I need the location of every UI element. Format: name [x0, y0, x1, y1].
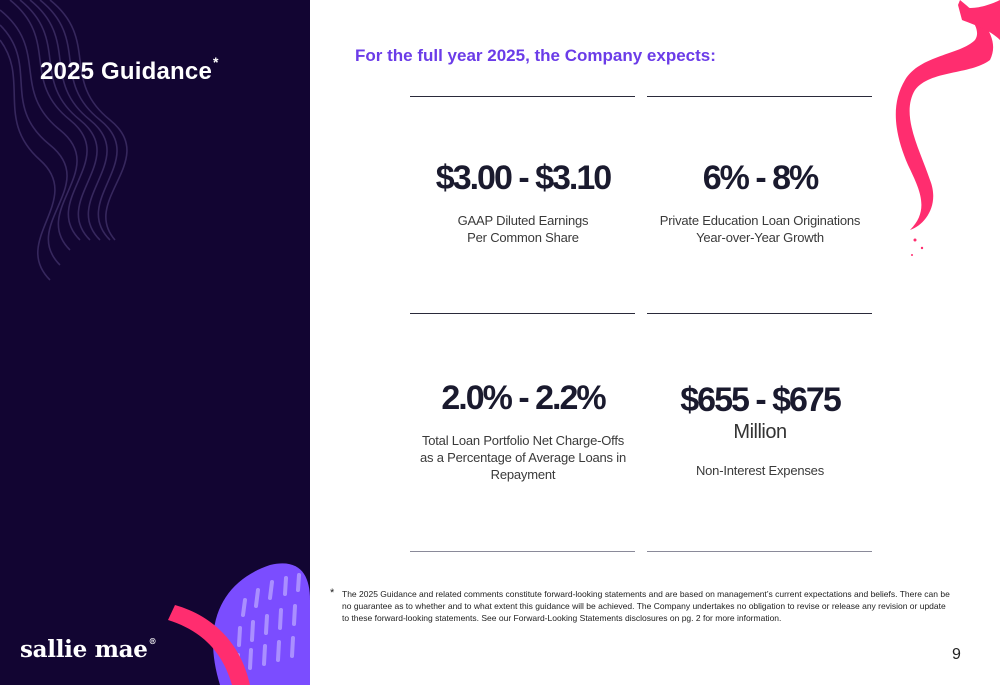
metric-label: Total Loan Portfolio Net Charge-Offs as … — [420, 433, 626, 482]
divider-rule — [647, 96, 872, 97]
footnote-text: The 2025 Guidance and related comments c… — [342, 589, 950, 623]
metric-label: GAAP Diluted Earnings Per Common Share — [457, 213, 589, 245]
section-subtitle: For the full year 2025, the Company expe… — [355, 46, 716, 65]
divider-rule — [410, 551, 635, 552]
divider-rule — [647, 313, 872, 314]
title-footnote-marker: * — [213, 54, 219, 70]
divider-rule — [410, 96, 635, 97]
slide-title: 2025 Guidance* — [40, 54, 219, 85]
metric-label: Private Education Loan Originations Year… — [659, 213, 861, 245]
pink-brush-decoration — [895, 0, 1000, 256]
metric-originations-growth: 6% - 8% Private Education Loan Originati… — [647, 158, 873, 246]
footnote: * The 2025 Guidance and related comments… — [330, 587, 950, 624]
wave-lines-decoration — [0, 0, 128, 281]
metric-value: 6% - 8% — [702, 159, 820, 197]
metric-net-charge-offs: 2.0% - 2.2% Total Loan Portfolio Net Cha… — [410, 378, 636, 483]
metric-non-interest-expenses: $655 - $675 Million Non-Interest Expense… — [647, 380, 873, 479]
metric-value: 2.0% - 2.2% — [441, 379, 606, 417]
purple-blob-decoration — [168, 563, 310, 685]
footnote-marker: * — [330, 587, 335, 599]
page-number: 9 — [952, 646, 961, 663]
divider-rule — [647, 551, 872, 552]
divider-rule — [410, 313, 635, 314]
metric-value: $655 - $675 — [680, 381, 842, 419]
metric-eps: $3.00 - $3.10 GAAP Diluted Earnings Per … — [410, 158, 636, 246]
metric-unit: Million — [733, 421, 787, 443]
sallie-mae-logo: sallie mae® — [20, 636, 157, 663]
metric-value: $3.00 - $3.10 — [435, 159, 612, 197]
sidebar-panel: 2025 Guidance* sallie mae® — [0, 0, 310, 685]
metric-label: Non-Interest Expenses — [695, 463, 825, 478]
